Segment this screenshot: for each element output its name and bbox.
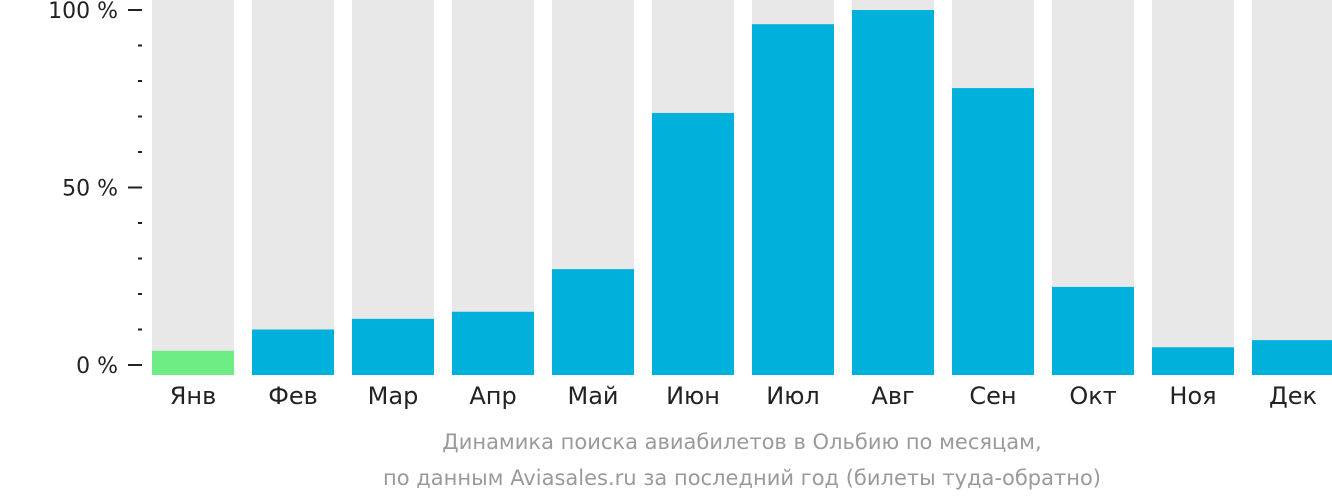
bar-10 [1052,286,1134,375]
x-category-label: Июл [766,382,820,410]
x-category-label: Фев [268,382,318,410]
bar-background-3 [352,0,434,375]
x-category-label: Мар [368,382,419,410]
bar-9 [952,88,1034,375]
x-category-label: Окт [1069,382,1116,410]
bar-7 [752,24,834,375]
monthly-search-bar-chart: 0 % 50 % 100 % Янв Фев Мар Апр Май Июн Июл Авг Сен О… [48,0,1332,410]
bar-background-1 [152,0,234,375]
x-category-label: Авг [871,382,914,410]
y-tick-label: 0 % [76,354,118,379]
bar-background-11 [1152,0,1234,375]
y-tick-label: 100 % [48,0,118,24]
bar-8 [852,10,934,375]
bar-4 [452,311,534,375]
bar-background-2 [252,0,334,375]
bar-5 [552,269,634,375]
bar-background-12 [1252,0,1332,375]
bar-11 [1152,347,1234,375]
x-category-label: Сен [969,382,1016,410]
x-category-label: Май [567,382,618,410]
bar-2 [252,329,334,375]
chart-caption-line-1: Динамика поиска авиабилетов в Ольбию по … [442,430,1042,454]
x-category-label: Ноя [1169,382,1216,410]
x-category-label: Апр [469,382,516,410]
bar-1 [152,350,234,375]
y-tick-label: 50 % [62,177,118,202]
x-category-label: Дек [1269,382,1317,410]
bar-6 [652,112,734,375]
x-category-label: Июн [666,382,720,410]
chart-caption-line-2: по данным Aviasales.ru за последний год … [383,466,1101,490]
bar-12 [1252,340,1332,375]
bar-3 [352,318,434,375]
x-category-label: Янв [170,382,217,410]
